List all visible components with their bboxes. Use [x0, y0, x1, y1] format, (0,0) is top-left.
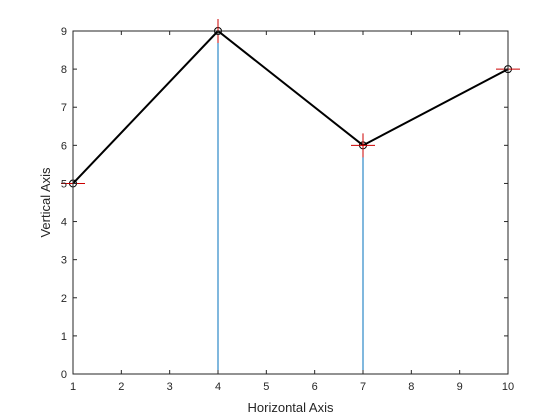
y-tick-label: 5 — [61, 178, 67, 190]
axes-box — [72, 30, 509, 375]
y-tick-label: 3 — [61, 255, 67, 267]
x-tick-label: 10 — [502, 381, 514, 393]
x-tick-label: 5 — [263, 381, 269, 393]
data-line — [72, 29, 509, 185]
y-tick-label: 4 — [61, 217, 67, 229]
x-ticks: 1 2 3 4 5 6 7 8 9 10 — [70, 31, 514, 393]
y-tick-label: 7 — [61, 102, 67, 114]
y-tick-label: 1 — [61, 331, 67, 343]
x-tick-label: 7 — [360, 381, 366, 393]
y-tick-label: 8 — [61, 64, 67, 76]
x-tick-label: 3 — [167, 381, 173, 393]
y-ticks: 0 1 2 3 4 5 6 7 8 9 — [61, 26, 508, 381]
x-axis-title: Horizontal Axis — [248, 400, 334, 415]
x-tick-label: 8 — [408, 381, 414, 393]
series-line — [72, 29, 509, 185]
y-axis-title: Vertical Axis — [38, 167, 53, 238]
y-tick-label: 2 — [61, 293, 67, 305]
x-tick-label: 9 — [457, 381, 463, 393]
x-tick-label: 6 — [312, 381, 318, 393]
plot-area — [73, 31, 508, 374]
x-tick-label: 1 — [70, 381, 76, 393]
y-tick-label: 9 — [61, 26, 67, 38]
y-tick-label: 6 — [61, 140, 67, 152]
y-tick-label: 0 — [61, 369, 67, 381]
x-tick-label: 4 — [215, 381, 221, 393]
x-tick-label: 2 — [118, 381, 124, 393]
